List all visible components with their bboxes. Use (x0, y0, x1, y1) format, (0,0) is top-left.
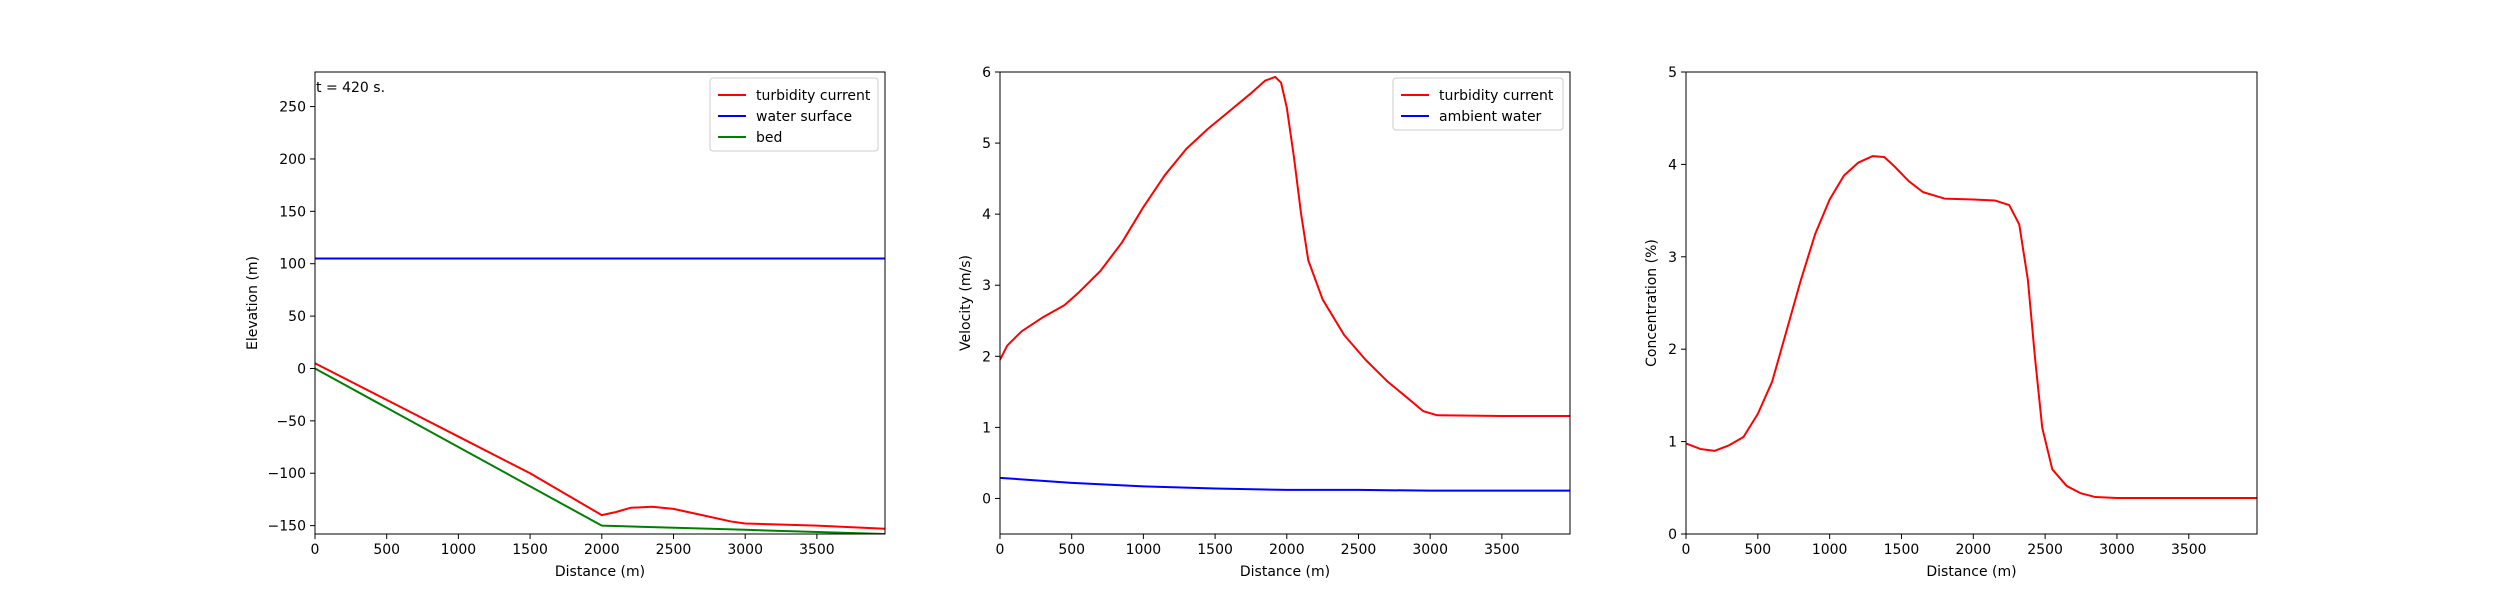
x-tick-label: 3500 (1484, 542, 1520, 558)
x-axis-label: Distance (m) (1240, 564, 1330, 580)
x-tick-label: 1000 (1812, 542, 1848, 558)
y-tick-label: 50 (288, 309, 306, 325)
x-tick-label: 3000 (2099, 542, 2135, 558)
y-tick-label: 5 (1668, 65, 1677, 81)
time-annotation: t = 420 s. (316, 80, 385, 96)
series-line-concentration (1686, 155, 2257, 499)
legend-label: ambient water (1439, 109, 1542, 125)
y-tick-label: 6 (982, 65, 991, 81)
x-tick-label: 3500 (2171, 542, 2207, 558)
y-tick-label: 3 (1668, 250, 1677, 266)
chart-panel-3: 0 500 1000 1500 2000 2500 3000 3500 0 1 2 3 4 5 Distan… (1644, 65, 2258, 580)
legend: turbidity current water surface bed (709, 77, 879, 152)
x-tick-label: 500 (1744, 542, 1771, 558)
x-tick-label: 1500 (1197, 542, 1233, 558)
x-tick-label: 2500 (656, 542, 692, 558)
y-axis-label: Concentration (%) (1644, 239, 1660, 367)
series-line-turbidity-current (315, 362, 885, 530)
y-tick-label: 0 (982, 491, 991, 507)
y-tick-label: 1 (1668, 435, 1677, 451)
x-tick-label: 1500 (512, 542, 548, 558)
x-tick-label: 2000 (1269, 542, 1305, 558)
x-tick-label: 2500 (2027, 542, 2063, 558)
x-tick-label: 0 (1682, 542, 1691, 558)
y-tick-label: 250 (279, 100, 306, 116)
series-line-turbidity-current (1000, 75, 1570, 418)
x-tick-label: 1000 (441, 542, 477, 558)
legend-label: water surface (756, 109, 852, 125)
legend-label: turbidity current (756, 88, 871, 104)
x-tick-label: 3500 (799, 542, 835, 558)
x-tick-label: 0 (996, 542, 1005, 558)
chart-panel-1: 0 500 1000 1500 2000 2500 3000 3500 −150 −100 −50 0… (245, 71, 886, 580)
axes-frame (999, 71, 1571, 535)
y-tick-label: 2 (982, 349, 991, 365)
x-tick-label: 2000 (1955, 542, 1991, 558)
x-tick-label: 3000 (727, 542, 763, 558)
y-axis-label: Velocity (m/s) (958, 255, 974, 351)
y-tick-label: −150 (268, 519, 306, 535)
x-tick-label: 500 (1058, 542, 1085, 558)
y-tick-label: 5 (982, 136, 991, 152)
series-line-bed (315, 367, 885, 534)
y-tick-label: −50 (276, 414, 306, 430)
y-tick-label: 2 (1668, 342, 1677, 358)
x-tick-label: 2500 (1341, 542, 1377, 558)
y-tick-label: 1 (982, 420, 991, 436)
axes-frame (1685, 71, 2258, 535)
series-line-ambient-water (1000, 476, 1570, 492)
y-axis-label: Elevation (m) (245, 256, 261, 350)
y-tick-label: 4 (982, 207, 991, 223)
y-tick-label: −100 (268, 466, 306, 482)
x-tick-label: 2000 (584, 542, 620, 558)
y-tick-label: 100 (279, 257, 306, 273)
x-tick-label: 3000 (1412, 542, 1448, 558)
x-axis-label: Distance (m) (1926, 564, 2016, 580)
legend-label: turbidity current (1439, 88, 1554, 104)
x-tick-label: 0 (311, 542, 320, 558)
y-tick-label: 0 (297, 361, 306, 377)
legend-box (1392, 77, 1564, 131)
y-tick-label: 150 (279, 204, 306, 220)
y-tick-label: 4 (1668, 157, 1677, 173)
legend: turbidity current ambient water (1392, 77, 1564, 131)
y-tick-label: 200 (279, 152, 306, 168)
legend-label: bed (756, 130, 782, 146)
x-tick-label: 1500 (1884, 542, 1920, 558)
x-axis-label: Distance (m) (555, 564, 645, 580)
x-tick-label: 500 (373, 542, 400, 558)
x-tick-label: 1000 (1126, 542, 1162, 558)
y-tick-label: 0 (1668, 527, 1677, 543)
y-tick-label: 3 (982, 278, 991, 294)
chart-panel-2: 0 500 1000 1500 2000 2500 3000 3500 0 1 2 3 4 5 6 Dista… (958, 65, 1571, 580)
legend-box (709, 77, 879, 152)
axes-frame (314, 71, 886, 535)
